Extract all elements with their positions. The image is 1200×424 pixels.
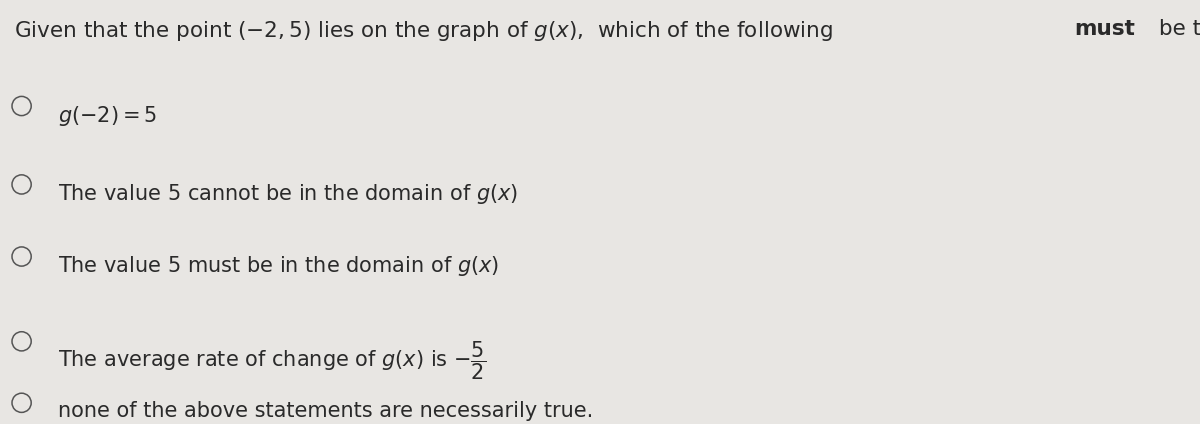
Text: be true.: be true. — [1152, 19, 1200, 39]
Text: must: must — [1074, 19, 1135, 39]
Text: none of the above statements are necessarily true.: none of the above statements are necessa… — [58, 401, 593, 421]
Text: $g(-2) = 5$: $g(-2) = 5$ — [58, 104, 157, 128]
Text: The value 5 must be in the domain of $g(x)$: The value 5 must be in the domain of $g(… — [58, 254, 499, 279]
Text: The value 5 cannot be in the domain of $g(x)$: The value 5 cannot be in the domain of $… — [58, 182, 518, 206]
Text: Given that the point $( - 2, 5)$ lies on the graph of $g(x)$,  which of the foll: Given that the point $( - 2, 5)$ lies on… — [14, 19, 835, 43]
Text: The average rate of change of $g(x)$ is $-\dfrac{5}{2}$: The average rate of change of $g(x)$ is … — [58, 339, 486, 382]
